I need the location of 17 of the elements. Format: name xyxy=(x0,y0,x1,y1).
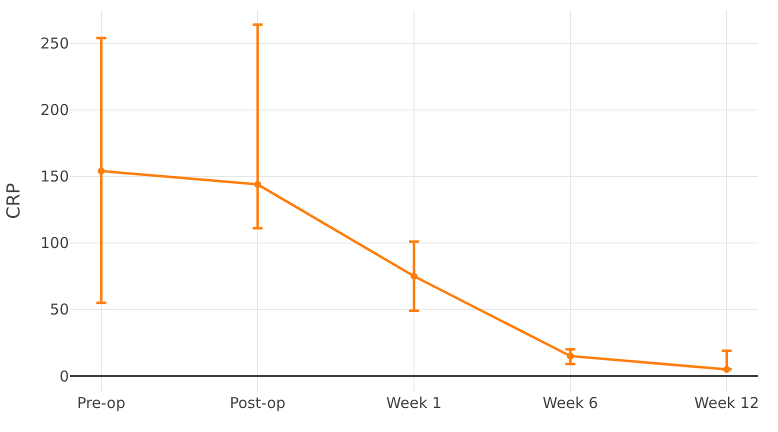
x-tick-label: Post-op xyxy=(230,394,286,412)
x-tick-label: Week 1 xyxy=(386,394,442,412)
x-tick-label: Week 6 xyxy=(542,394,598,412)
y-tick-label: 100 xyxy=(40,234,69,252)
y-tick-label: 250 xyxy=(40,34,69,53)
y-tick-label: 0 xyxy=(59,367,69,386)
y-tick-label: 50 xyxy=(50,300,69,319)
point xyxy=(723,366,730,373)
y-tick-label: 150 xyxy=(40,168,69,186)
y-tick-label: 200 xyxy=(40,101,69,120)
x-tick-label: Week 12 xyxy=(694,394,760,412)
point xyxy=(410,272,418,280)
point xyxy=(566,352,574,360)
y-axis-title: CRP xyxy=(4,182,25,219)
point xyxy=(98,168,105,175)
x-tick-label: Pre-op xyxy=(77,394,126,412)
point xyxy=(254,180,262,188)
